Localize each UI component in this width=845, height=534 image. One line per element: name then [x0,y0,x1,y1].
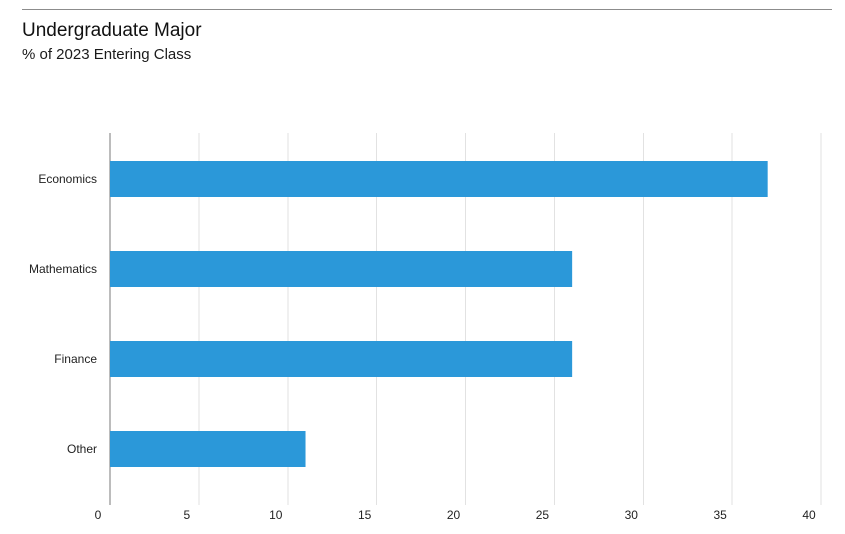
bar-finance [110,341,573,377]
category-labels: Economics Mathematics Finance Other [29,172,97,456]
bar-other [110,431,306,467]
x-tick-labels: 0 5 10 15 20 25 30 35 40 [95,508,816,522]
x-tick-label: 40 [802,508,816,522]
x-tick-label: 30 [625,508,639,522]
chart-title: Undergraduate Major [22,20,202,41]
x-tick-label: 20 [447,508,461,522]
category-label: Mathematics [29,262,97,276]
bar-economics [110,161,768,197]
x-tick-label: 35 [713,508,727,522]
bars [110,161,768,467]
x-tick-label: 0 [95,508,102,522]
x-tick-label: 25 [536,508,550,522]
bar-mathematics [110,251,573,287]
category-label: Finance [54,352,97,366]
top-rule [22,9,832,10]
x-tick-label: 5 [184,508,191,522]
category-label: Other [67,442,97,456]
chart-subtitle: % of 2023 Entering Class [22,46,192,63]
x-tick-label: 10 [269,508,283,522]
x-tick-label: 15 [358,508,372,522]
category-label: Economics [38,172,97,186]
